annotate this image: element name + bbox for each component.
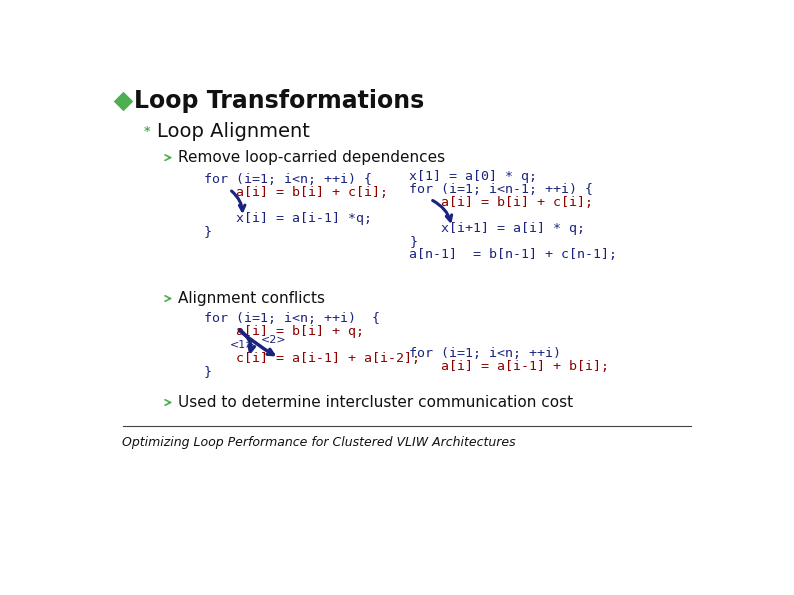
Text: for (i=1; i<n; ++i): for (i=1; i<n; ++i) bbox=[409, 347, 561, 360]
Text: c[i] = a[i-1] + a[i-2];: c[i] = a[i-1] + a[i-2]; bbox=[204, 352, 420, 365]
Text: a[i] = b[i] + c[i];: a[i] = b[i] + c[i]; bbox=[409, 196, 593, 209]
Text: Loop Alignment: Loop Alignment bbox=[157, 122, 310, 141]
Text: <2>: <2> bbox=[260, 335, 286, 345]
Text: *: * bbox=[144, 125, 151, 138]
Text: for (i=1; i<n; ++i)  {: for (i=1; i<n; ++i) { bbox=[204, 312, 380, 325]
Text: a[i] = b[i] + q;: a[i] = b[i] + q; bbox=[204, 325, 364, 339]
Text: }: } bbox=[204, 365, 212, 378]
Text: for (i=1; i<n-1; ++i) {: for (i=1; i<n-1; ++i) { bbox=[409, 183, 593, 196]
Text: x[1] = a[0] * q;: x[1] = a[0] * q; bbox=[409, 170, 538, 183]
Text: Used to determine intercluster communication cost: Used to determine intercluster communica… bbox=[179, 395, 573, 410]
Text: Alignment conflicts: Alignment conflicts bbox=[179, 291, 326, 306]
Text: Optimizing Loop Performance for Clustered VLIW Architectures: Optimizing Loop Performance for Clustere… bbox=[122, 436, 516, 449]
Text: for (i=1; i<n; ++i) {: for (i=1; i<n; ++i) { bbox=[204, 173, 372, 186]
Text: }: } bbox=[204, 226, 212, 239]
Text: a[i] = a[i-1] + b[i];: a[i] = a[i-1] + b[i]; bbox=[409, 360, 609, 373]
Text: <1>: <1> bbox=[229, 340, 255, 350]
Text: Loop Transformations: Loop Transformations bbox=[134, 89, 424, 112]
Point bbox=[116, 96, 129, 105]
Text: a[i] = b[i] + c[i];: a[i] = b[i] + c[i]; bbox=[204, 186, 388, 199]
Text: x[i+1] = a[i] * q;: x[i+1] = a[i] * q; bbox=[409, 223, 585, 235]
Text: x[i] = a[i-1] *q;: x[i] = a[i-1] *q; bbox=[204, 212, 372, 226]
Text: Remove loop-carried dependences: Remove loop-carried dependences bbox=[179, 150, 445, 165]
Text: }: } bbox=[409, 236, 418, 248]
Text: a[n-1]  = b[n-1] + c[n-1];: a[n-1] = b[n-1] + c[n-1]; bbox=[409, 249, 617, 261]
